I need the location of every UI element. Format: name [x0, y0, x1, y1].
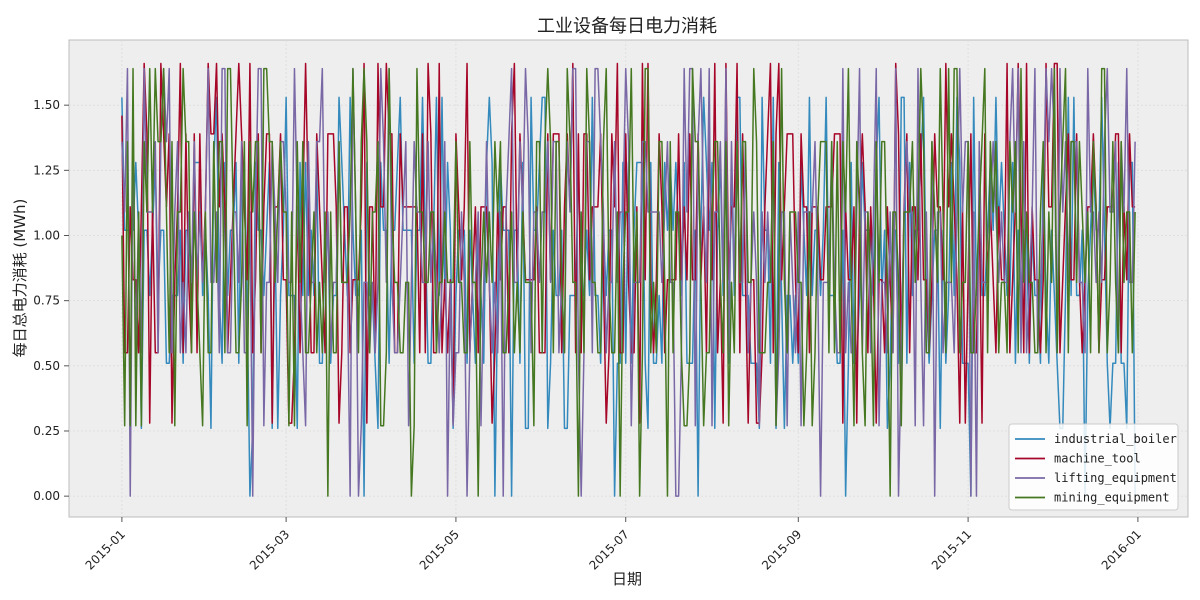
- y-tick-label: 0.25: [33, 424, 60, 438]
- y-axis: 0.00 0.25 0.50 0.75 1.00 1.25 1.50: [33, 98, 69, 503]
- legend-label-mining_equipment: mining_equipment: [1054, 491, 1170, 505]
- series-line-machine_tool: [121, 62, 1136, 424]
- x-axis-label: 日期: [612, 570, 642, 588]
- chart-title: 工业设备每日电力消耗: [537, 16, 717, 37]
- y-tick-label: 1.25: [33, 163, 60, 177]
- legend-box: [1008, 423, 1179, 511]
- y-axis-label: 每日总电力消耗 (MWh): [11, 199, 29, 358]
- y-tick-label: 1.50: [33, 98, 60, 112]
- legend-label-lifting_equipment: lifting_equipment: [1054, 471, 1177, 485]
- series-line-mining_equipment: [121, 67, 1136, 497]
- legend-label-industrial_boiler: industrial_boiler: [1054, 432, 1177, 446]
- y-tick-label: 0.50: [33, 359, 60, 373]
- series-layer: [121, 62, 1136, 497]
- y-tick-label: 0.75: [33, 294, 60, 308]
- y-tick-label: 1.00: [33, 228, 60, 242]
- legend-label-machine_tool: machine_tool: [1054, 452, 1141, 466]
- legend: industrial_boiler machine_tool lifting_equ…: [1008, 423, 1179, 511]
- y-tick-label: 0.00: [33, 489, 60, 503]
